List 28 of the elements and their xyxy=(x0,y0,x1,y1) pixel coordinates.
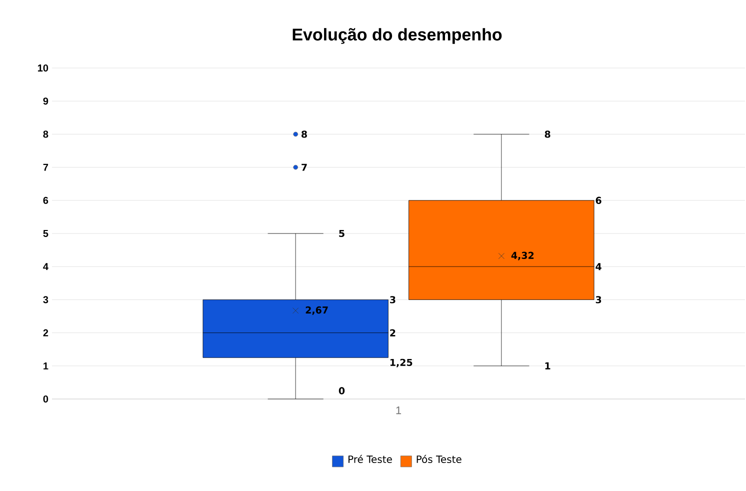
annotation: 2,67 xyxy=(306,306,328,315)
annotation: 6 xyxy=(596,196,602,204)
y-tick-label: 4 xyxy=(43,263,48,270)
chart-title: Evolução do desempenho xyxy=(292,28,502,44)
annotation: 1,25 xyxy=(390,358,412,368)
annotation: 4 xyxy=(596,263,602,270)
annotation: 7 xyxy=(302,164,307,171)
annotation: 4,32 xyxy=(511,252,534,260)
annotation: 5 xyxy=(339,230,344,238)
y-tick-label: 10 xyxy=(38,64,48,72)
legend-label: Pós Teste xyxy=(416,454,462,464)
annotation: 0 xyxy=(338,387,345,394)
annotation: 1 xyxy=(545,362,550,370)
y-tick-label: 9 xyxy=(43,98,48,105)
annotation: 3 xyxy=(596,296,602,304)
y-tick-label: 8 xyxy=(43,130,48,138)
y-tick-label: 3 xyxy=(43,296,48,304)
y-tick-label: 7 xyxy=(43,164,48,171)
annotation: 3 xyxy=(390,296,396,304)
y-tick-label: 2 xyxy=(43,329,48,336)
y-tick-label: 0 xyxy=(43,395,48,403)
annotation: 8 xyxy=(302,130,307,138)
legend-label: Pré Teste xyxy=(348,454,392,464)
y-tick-label: 6 xyxy=(43,196,48,204)
annotation: 8 xyxy=(544,130,550,138)
annotation: 2 xyxy=(390,329,396,336)
y-tick-label: 1 xyxy=(44,362,48,370)
y-tick-label: 5 xyxy=(43,230,48,237)
